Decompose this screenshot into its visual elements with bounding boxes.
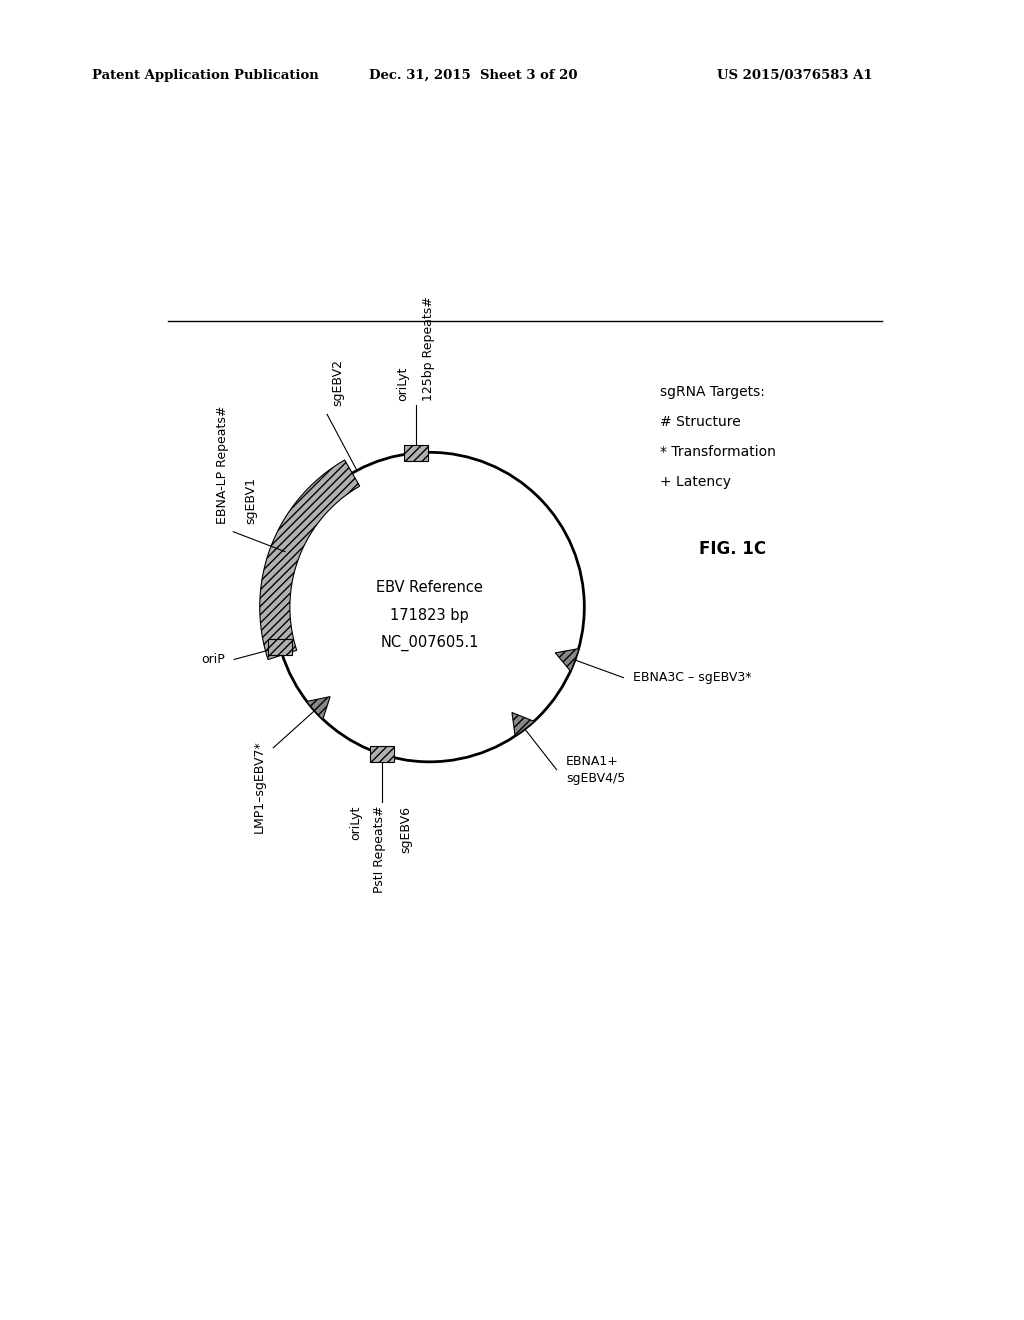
Text: US 2015/0376583 A1: US 2015/0376583 A1: [717, 69, 872, 82]
Bar: [268, 639, 292, 655]
Text: sgRNA Targets:: sgRNA Targets:: [659, 385, 765, 399]
Text: # Structure: # Structure: [659, 414, 740, 429]
Polygon shape: [260, 459, 359, 660]
Bar: [370, 746, 393, 762]
Text: * Transformation: * Transformation: [659, 445, 775, 459]
Text: PstI Repeats#: PstI Repeats#: [373, 805, 386, 894]
Bar: [404, 445, 428, 461]
Text: sgEBV1: sgEBV1: [244, 477, 257, 524]
Text: EBNA3C – sgEBV3*: EBNA3C – sgEBV3*: [633, 671, 752, 684]
Text: Patent Application Publication: Patent Application Publication: [92, 69, 318, 82]
Text: 125bp Repeats#: 125bp Repeats#: [423, 297, 435, 401]
Text: oriLyt: oriLyt: [396, 367, 410, 401]
Text: EBNA1+
sgEBV4/5: EBNA1+ sgEBV4/5: [566, 755, 626, 784]
Text: sgEBV2: sgEBV2: [331, 359, 344, 407]
Text: oriLyt: oriLyt: [349, 805, 361, 841]
Text: oriP: oriP: [201, 653, 224, 667]
Text: sgEBV6: sgEBV6: [399, 805, 412, 853]
Text: Dec. 31, 2015  Sheet 3 of 20: Dec. 31, 2015 Sheet 3 of 20: [369, 69, 578, 82]
Text: + Latency: + Latency: [659, 475, 731, 490]
Text: LMP1–sgEBV7*: LMP1–sgEBV7*: [252, 741, 265, 833]
Polygon shape: [512, 713, 535, 737]
Polygon shape: [555, 648, 580, 672]
Text: 171823 bp: 171823 bp: [390, 607, 469, 623]
Text: EBV Reference: EBV Reference: [376, 579, 483, 595]
Text: FIG. 1C: FIG. 1C: [699, 540, 767, 557]
Text: NC_007605.1: NC_007605.1: [380, 635, 479, 651]
Polygon shape: [306, 697, 330, 719]
Text: EBNA-LP Repeats#: EBNA-LP Repeats#: [216, 405, 229, 524]
